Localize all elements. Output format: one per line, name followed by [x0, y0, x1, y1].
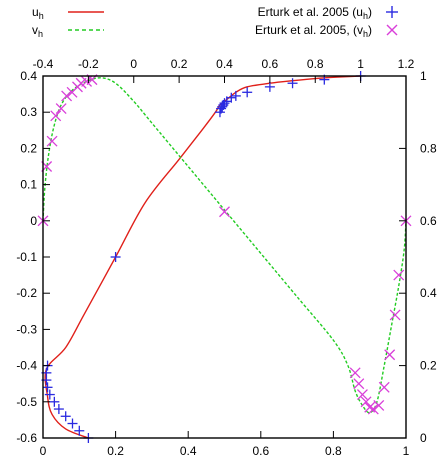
top-tick-label: -0.4 [33, 57, 54, 71]
left-tick-label: -0.3 [16, 322, 37, 336]
bottom-tick-label: 0.8 [325, 444, 342, 458]
chart-tick-layer: 0 0.2 0.4 0.6 0.8 1 -0.4 -0.2 0 0.2 0.4 0.6 0.8 1 1.2 0… [16, 57, 437, 458]
series-point-erturk-et-al-2005-vh [356, 389, 368, 401]
legend-erturk-vh-swatch [386, 24, 398, 36]
bottom-tick-label: 0.2 [107, 444, 124, 458]
top-tick-label: 0 [130, 57, 137, 71]
legend-uh-label: uh [32, 5, 44, 21]
left-tick-label: 0.4 [20, 69, 37, 83]
top-tick-label: 0.2 [171, 57, 188, 71]
left-tick-label: -0.5 [16, 395, 37, 409]
top-tick-label: 0.4 [216, 57, 233, 71]
series-point-erturk-et-al-2005-vh [61, 90, 73, 102]
series-point-erturk-et-al-2005-uh [287, 78, 298, 89]
chart-legend: uh vh Erturk et al. 2005 (uh) Erturk et … [32, 5, 398, 39]
right-tick-label: 1 [420, 69, 427, 83]
series-line-uh [44, 75, 361, 439]
left-tick-label: -0.2 [16, 286, 37, 300]
series-point-erturk-et-al-2005-uh [42, 382, 53, 393]
left-tick-label: 0.1 [20, 178, 37, 192]
series-point-erturk-et-al-2005-uh [110, 252, 121, 262]
series-point-erturk-et-al-2005-uh [60, 411, 71, 422]
series-point-erturk-et-al-2005-vh [46, 135, 58, 147]
legend-erturk-uh-swatch [386, 6, 398, 18]
series-point-erturk-et-al-2005-vh [219, 206, 230, 218]
series-point-erturk-et-al-2005-uh [219, 98, 230, 109]
series-line-vh [42, 77, 407, 414]
series-point-erturk-et-al-2005-uh [74, 425, 85, 436]
chart-series-layer [37, 71, 412, 443]
series-point-erturk-et-al-2005-vh [364, 401, 376, 413]
left-tick-label: 0.2 [20, 141, 37, 155]
series-point-erturk-et-al-2005-vh [389, 309, 401, 321]
series-point-erturk-et-al-2005-uh [44, 389, 55, 400]
series-point-erturk-et-al-2005-vh [55, 103, 67, 115]
top-tick-label: 0.8 [307, 57, 324, 71]
series-point-erturk-et-al-2005-vh [378, 381, 390, 393]
series-point-erturk-et-al-2005-uh [264, 81, 275, 92]
top-tick-label: 1.2 [398, 57, 415, 71]
left-tick-label: 0.3 [20, 105, 37, 119]
left-tick-label: -0.1 [16, 250, 37, 264]
top-tick-label: 1 [357, 57, 364, 71]
series-point-erturk-et-al-2005-uh [230, 90, 241, 101]
legend-erturk-vh-label: Erturk et al. 2005, (vh) [255, 23, 372, 39]
series-point-erturk-et-al-2005-uh [49, 396, 60, 407]
right-tick-label: 0.2 [420, 359, 437, 373]
series-point-erturk-et-al-2005-vh [349, 367, 361, 379]
plot-frame [42, 75, 407, 439]
top-tick-label: -0.2 [78, 57, 99, 71]
legend-vh-label: vh [32, 23, 43, 39]
bottom-tick-label: 0.4 [180, 444, 197, 458]
left-tick-label: -0.6 [16, 431, 37, 445]
series-point-erturk-et-al-2005-uh [242, 87, 253, 98]
legend-erturk-uh-label: Erturk et al. 2005 (uh) [258, 5, 372, 21]
right-tick-label: 0.8 [420, 141, 437, 155]
series-point-erturk-et-al-2005-uh [226, 92, 237, 103]
bottom-tick-label: 0.6 [252, 444, 269, 458]
series-point-erturk-et-al-2005-vh [393, 269, 405, 281]
series-point-erturk-et-al-2005-uh [67, 418, 78, 429]
left-tick-label: -0.4 [16, 359, 37, 373]
series-point-erturk-et-al-2005-uh [53, 404, 64, 415]
right-tick-label: 0.4 [420, 286, 437, 300]
right-tick-label: 0 [420, 431, 427, 445]
bottom-tick-label: 1 [403, 444, 410, 458]
right-tick-label: 0.6 [420, 214, 437, 228]
top-tick-label: 0.6 [262, 57, 279, 71]
series-point-erturk-et-al-2005-vh [367, 403, 379, 415]
series-point-erturk-et-al-2005-vh [384, 349, 396, 361]
series-point-erturk-et-al-2005-vh [353, 378, 365, 390]
bottom-tick-label: 0 [40, 444, 47, 458]
series-point-erturk-et-al-2005-vh [373, 399, 385, 411]
series-point-erturk-et-al-2005-vh [50, 110, 62, 122]
left-tick-label: 0 [30, 214, 37, 228]
